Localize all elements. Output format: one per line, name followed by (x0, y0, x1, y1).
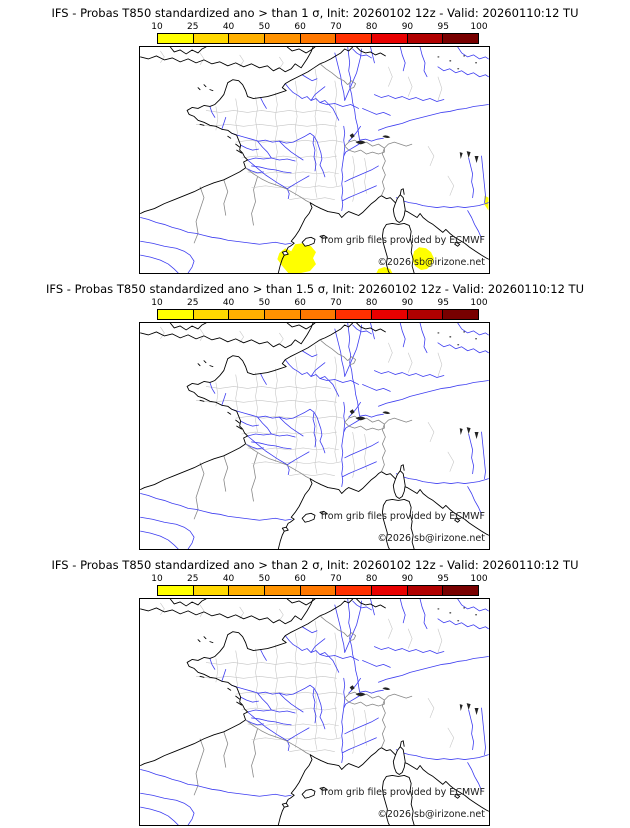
colorbar-gradient-bar (157, 33, 479, 44)
colorbar-tick: 25 (187, 22, 199, 32)
colorbar-tick: 50 (258, 298, 271, 308)
colorbar-tick: 60 (294, 22, 306, 32)
forecast-panel-sigma1-5: IFS - Probas T850 standardized ano > tha… (0, 276, 630, 552)
colorbar-segment (229, 586, 266, 595)
colorbar-tick-labels: 10 25 40 50 60 70 80 90 95 100 (151, 574, 487, 585)
panel-title: IFS - Probas T850 standardized ano > tha… (51, 558, 579, 572)
colorbar-segment (407, 34, 444, 43)
colorbar-gradient-bar (157, 585, 479, 596)
colorbar-tick: 70 (330, 22, 342, 32)
colorbar-tick: 50 (258, 22, 271, 32)
colorbar-segment (443, 310, 479, 319)
probability-colorbar: 10 25 40 50 60 70 80 90 95 100 (151, 574, 488, 596)
panel-title: IFS - Probas T850 standardized ano > tha… (51, 6, 579, 20)
colorbar-tick-labels: 10 25 40 50 60 70 80 90 95 100 (151, 298, 487, 309)
colorbar-tick-labels: 10 25 40 50 60 70 80 90 95 100 (151, 22, 487, 33)
forecast-panel-sigma2: IFS - Probas T850 standardized ano > tha… (0, 552, 630, 828)
colorbar-tick: 40 (222, 22, 235, 32)
colorbar-tick: 70 (330, 574, 342, 584)
colorbar-tick: 25 (187, 298, 199, 308)
colorbar-tick: 90 (401, 22, 414, 32)
colorbar-tick: 60 (294, 574, 306, 584)
colorbar-gradient-bar (157, 309, 479, 320)
attribution-ecmwf: from grib files provided by ECMWF (320, 235, 485, 246)
colorbar-tick: 10 (151, 298, 163, 308)
colorbar-segment (229, 310, 266, 319)
panel-title: IFS - Probas T850 standardized ano > tha… (46, 282, 584, 296)
colorbar-tick: 25 (187, 574, 199, 584)
colorbar-segment (443, 34, 479, 43)
colorbar-segment (372, 310, 408, 319)
colorbar-segment (336, 34, 373, 43)
colorbar-segment (193, 586, 230, 595)
colorbar-segment (372, 586, 408, 595)
colorbar-segment (407, 310, 444, 319)
colorbar-segment (265, 34, 301, 43)
colorbar-segment (443, 586, 479, 595)
colorbar-segment (158, 34, 194, 43)
colorbar-tick: 80 (365, 298, 378, 308)
colorbar-tick: 90 (401, 574, 414, 584)
attribution-ecmwf: from grib files provided by ECMWF (320, 511, 485, 522)
colorbar-tick: 90 (401, 298, 414, 308)
colorbar-tick: 10 (151, 574, 163, 584)
colorbar-tick: 40 (222, 574, 235, 584)
colorbar-segment (372, 34, 408, 43)
probability-colorbar: 10 25 40 50 60 70 80 90 95 100 (151, 22, 488, 44)
colorbar-segment (336, 310, 373, 319)
colorbar-tick: 50 (258, 574, 271, 584)
map-france: from grib files provided by ECMWF ©2026 … (139, 46, 490, 274)
colorbar-segment (265, 310, 301, 319)
attribution-copyright: ©2026 sb@irizone.net (377, 809, 485, 820)
colorbar-tick: 100 (470, 298, 488, 308)
colorbar-segment (158, 586, 194, 595)
attribution-ecmwf: from grib files provided by ECMWF (320, 787, 485, 798)
colorbar-tick: 95 (437, 298, 449, 308)
colorbar-tick: 100 (470, 574, 488, 584)
colorbar-segment (407, 586, 444, 595)
attribution-copyright: ©2026 sb@irizone.net (377, 257, 485, 268)
colorbar-segment (336, 586, 373, 595)
colorbar-tick: 80 (365, 22, 378, 32)
colorbar-segment (300, 310, 337, 319)
colorbar-tick: 70 (330, 298, 342, 308)
colorbar-segment (193, 310, 230, 319)
colorbar-tick: 95 (437, 574, 449, 584)
colorbar-tick: 60 (294, 298, 306, 308)
colorbar-tick: 80 (365, 574, 378, 584)
colorbar-segment (193, 34, 230, 43)
colorbar-tick: 10 (151, 22, 163, 32)
colorbar-tick: 100 (470, 22, 488, 32)
colorbar-segment (265, 586, 301, 595)
colorbar-segment (229, 34, 266, 43)
map-france: from grib files provided by ECMWF ©2026 … (139, 598, 490, 826)
forecast-panel-sigma1: IFS - Probas T850 standardized ano > tha… (0, 0, 630, 276)
probability-colorbar: 10 25 40 50 60 70 80 90 95 100 (151, 298, 488, 320)
colorbar-segment (158, 310, 194, 319)
colorbar-segment (300, 586, 337, 595)
colorbar-segment (300, 34, 337, 43)
colorbar-tick: 40 (222, 298, 235, 308)
colorbar-tick: 95 (437, 22, 449, 32)
map-france: from grib files provided by ECMWF ©2026 … (139, 322, 490, 550)
attribution-copyright: ©2026 sb@irizone.net (377, 533, 485, 544)
